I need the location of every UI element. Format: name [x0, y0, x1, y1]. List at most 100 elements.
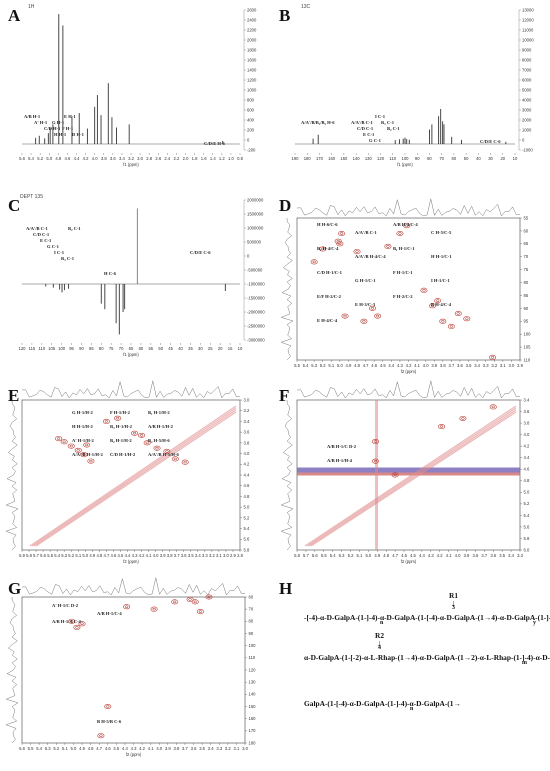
x-tick-label: 4.1 [148, 746, 154, 751]
x-tick-label: 3.9 [431, 363, 437, 368]
y-tick-label: 3.6 [244, 430, 250, 435]
peak-label: G H-1 [52, 120, 65, 125]
y-tick-label: 8000 [522, 57, 532, 62]
cross-peak-core [343, 314, 347, 318]
x-tick-label: 5.1 [328, 363, 334, 368]
y-tick-label: 10000 [522, 37, 534, 42]
peak-label: E C-1 [40, 238, 52, 243]
y-tick-label: 2000 [247, 37, 257, 42]
x-tick-label: 5.4 [36, 746, 42, 751]
x-axis-label: f1 (ppm) [123, 352, 139, 357]
x-tick-label: 20 [218, 346, 223, 351]
x-tick-label: 5.4 [28, 156, 34, 161]
y-tick-label: 5.0 [524, 490, 530, 495]
x-tick-label: 4.9 [79, 746, 85, 751]
panel-tag: 1H [28, 4, 35, 10]
cross-peak [319, 246, 327, 252]
x-tick-label: 4.0 [156, 746, 162, 751]
x-tick-label: 4.9 [374, 553, 380, 558]
cross-peak [60, 439, 68, 445]
x-tick-label: 3.8 [472, 553, 478, 558]
y-tick-label: 110 [524, 357, 531, 362]
cross-peak-core [461, 417, 465, 420]
y-tick-label: 1600 [247, 57, 257, 62]
x-tick-label: 3.3 [517, 553, 523, 558]
diagonal-band [35, 411, 237, 547]
cross-peak-core [183, 460, 187, 464]
x-tick-label: 2.8 [237, 553, 243, 558]
cross-peak-label: B₁ H-4/C-4 [317, 246, 339, 251]
cross-peak [68, 618, 76, 624]
x-tick-label: 40 [178, 346, 183, 351]
x-tick-label: 3.9 [160, 553, 166, 558]
x-tick-label: 5.0 [46, 156, 52, 161]
x-tick-label: 90 [79, 346, 84, 351]
y-tick-label: 5.2 [244, 515, 250, 520]
x-tick-label: 45 [168, 346, 173, 351]
panel-c-dept-spectrum: C DEPT 135 2000000 1500000 1000000 500000 0 -5… [0, 190, 270, 380]
x-tick-label: 4.3 [132, 553, 138, 558]
x-tick-label: 4.0 [153, 553, 159, 558]
cross-peak [138, 432, 146, 438]
cross-peak-core [439, 425, 444, 428]
x-tick-label: 65 [129, 346, 134, 351]
y-tick-label: 1000 [522, 127, 532, 132]
cross-peak [420, 287, 428, 293]
cross-peak [80, 452, 88, 458]
panel-h-structure: H [275, 575, 550, 766]
y-tick-label: 180 [249, 740, 257, 745]
x-tick-label: 4.2 [139, 746, 145, 751]
y-tick-label: 4.0 [524, 432, 530, 437]
x-tick-label: 105 [48, 346, 56, 351]
y-tick-label: 11000 [522, 27, 534, 32]
diagonal-band [310, 411, 517, 547]
cross-peak-label: A/A'/B H-4/C-4 [355, 254, 386, 259]
x-tick-label: 4.1 [446, 553, 452, 558]
cross-peak-label: A/B H-1/A C-4 [52, 619, 82, 624]
x-tick-label: 5.6 [40, 553, 46, 558]
panel-letter: E [8, 386, 20, 405]
y-tick-label: 90 [249, 631, 254, 636]
left-projection [280, 217, 294, 361]
x-tick-label: 20 [500, 156, 505, 161]
panel-f-noesy: F NOESY3.43.63.84.04.24.44.64.85.05.25.4… [275, 380, 550, 575]
x-tick-label: 4.5 [410, 553, 416, 558]
cross-peak-core [124, 605, 129, 608]
y-tick-label: 105 [524, 344, 532, 349]
cross-peak-label: A/A'/B C-1 [355, 230, 378, 235]
cross-peak-core [370, 307, 375, 310]
y-tick-label: 5.2 [524, 501, 530, 506]
x-tick-label: 3.4 [119, 156, 125, 161]
panel-tag: 13C [301, 4, 311, 10]
peak-label: C/D/E C-6 [480, 139, 501, 144]
x-tick-label: 3.8 [167, 553, 173, 558]
x-tick-label: 5.2 [348, 553, 354, 558]
panel-letter: G [8, 579, 22, 598]
cross-peak-label: R₁ H-1/H-2 [110, 424, 133, 429]
cross-peak-core [76, 449, 80, 452]
subscript-m: m [522, 660, 527, 666]
x-tick-label: 4.2 [437, 553, 443, 558]
chart-a: 1H 26002400220020001800160014001200100080… [19, 4, 257, 167]
peak-label: I C-1 [54, 250, 65, 255]
x-tick-label: 2.0 [183, 156, 189, 161]
x-tick-label: 4.5 [118, 553, 124, 558]
x-tick-label: 4.0 [423, 363, 429, 368]
cross-peak-label: A/B H-4/C-4 [393, 222, 418, 227]
structure-row-1: -[-4)-α-D-GalpA-(1-]-4)-α-D-GalpA-(1-[-4… [304, 613, 550, 622]
x-tick-label: 3.8 [101, 156, 107, 161]
x-tick-label: 3.6 [181, 553, 187, 558]
peak-label: C/D C-1 [357, 126, 374, 131]
y-tick-label: 70 [524, 254, 529, 259]
cross-peak [384, 243, 392, 249]
cross-peak-core [165, 450, 169, 453]
cross-peak-label: E/F H-2/C-2 [317, 294, 342, 299]
peak-label: A/A'/B C-1 [26, 226, 49, 231]
y-tick-label: -1000000 [247, 281, 265, 286]
y-tick-label: 4000 [522, 97, 532, 102]
y-tick-label: -500000 [247, 267, 263, 272]
x-tick-label: 4.5 [113, 746, 119, 751]
cross-peak-core [405, 224, 409, 227]
noise-band [297, 467, 520, 473]
cross-peak-core [75, 626, 79, 629]
